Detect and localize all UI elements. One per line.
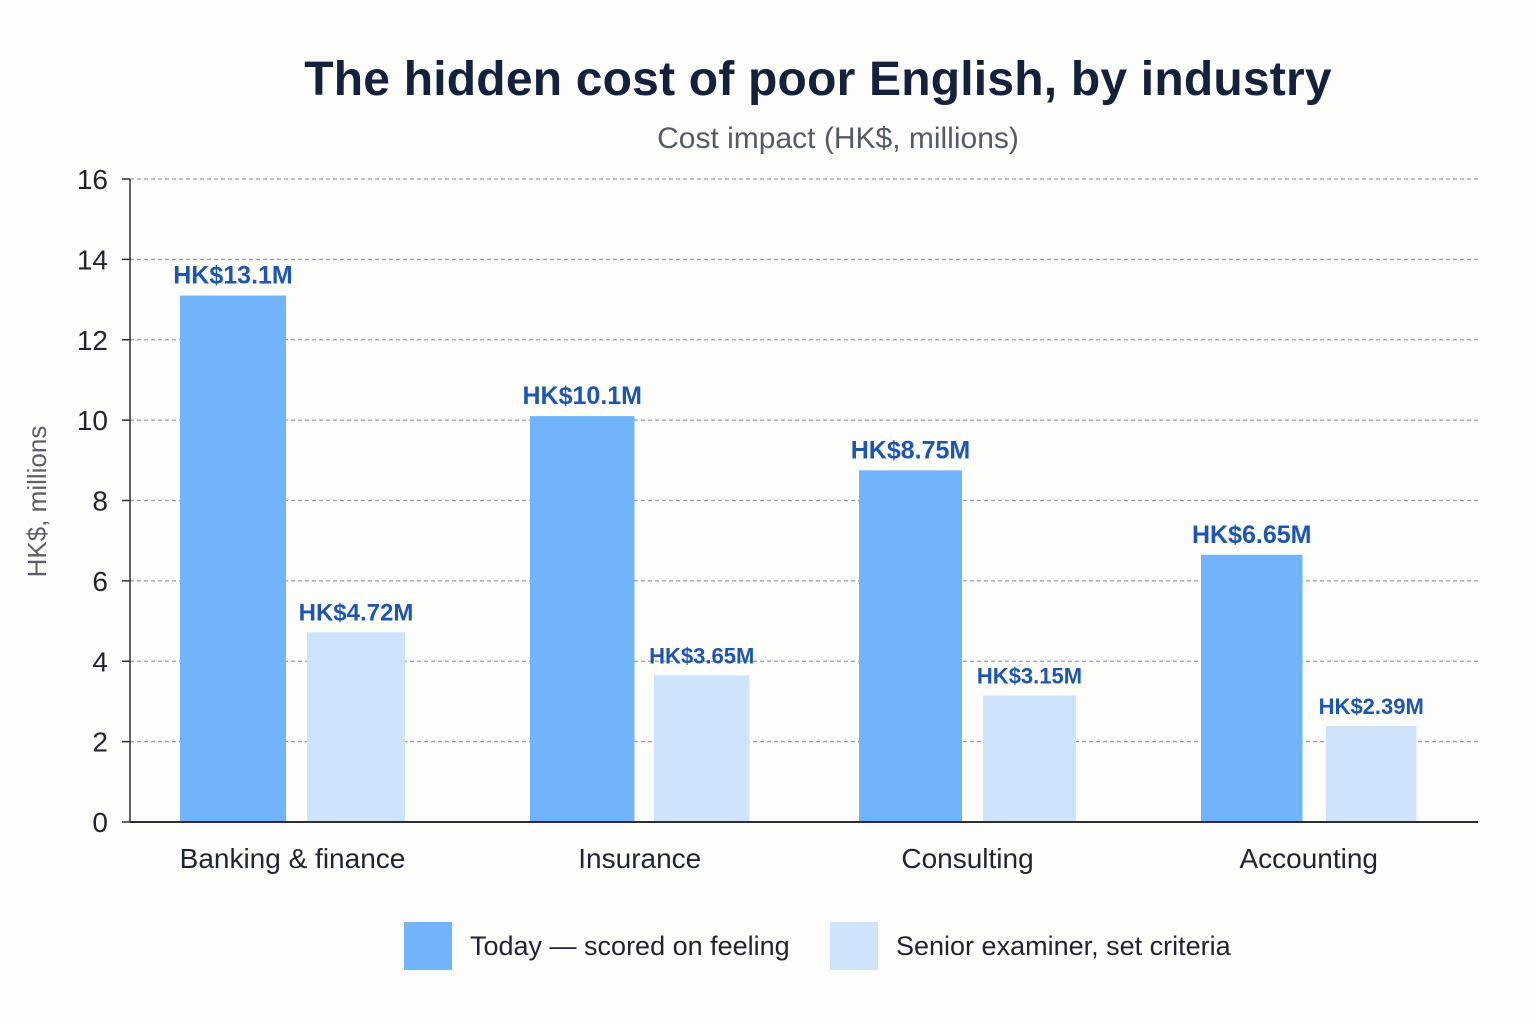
legend-swatch-today	[404, 922, 452, 970]
axes: 0 2 4 6 8 10 12 14 16 HK$, millions	[22, 164, 1478, 838]
data-label-0-1: HK$10.1M	[523, 382, 643, 410]
ytick-label-14: 14	[77, 244, 108, 275]
xtick-label-2: Consulting	[901, 843, 1033, 874]
ytick-label-12: 12	[77, 325, 108, 356]
legend-item-today: Today — scored on feeling	[404, 922, 790, 970]
bar-1-3	[1326, 725, 1417, 822]
data-label-0-3: HK$6.65M	[1192, 521, 1312, 549]
bar-1-0	[307, 632, 405, 822]
data-label-1-1: HK$3.65M	[649, 643, 754, 668]
bars	[180, 295, 1417, 822]
xtick-label-3: Accounting	[1239, 843, 1378, 874]
ytick-label-0: 0	[92, 807, 108, 838]
bar-0-0	[180, 295, 286, 822]
ytick-label-8: 8	[92, 486, 108, 517]
data-label-1-3: HK$2.39M	[1319, 694, 1424, 719]
ytick-label-10: 10	[77, 405, 108, 436]
xtick-label-1: Insurance	[578, 843, 701, 874]
xtick-label-0: Banking & finance	[180, 843, 406, 874]
legend-label-senior-examiner: Senior examiner, set criteria	[896, 930, 1231, 961]
bar-0-2	[859, 470, 962, 822]
bar-1-1	[654, 675, 750, 822]
ytick-label-16: 16	[77, 164, 108, 195]
bar-1-2	[983, 695, 1076, 822]
chart-subtitle: Cost impact (HK$, millions)	[657, 122, 1019, 155]
ytick-label-6: 6	[92, 566, 108, 597]
legend-swatch-senior-examiner	[830, 922, 878, 970]
bar-0-1	[530, 416, 635, 822]
grid-lines	[130, 178, 1478, 743]
data-label-1-2: HK$3.15M	[977, 663, 1082, 688]
legend-item-senior-examiner: Senior examiner, set criteria	[830, 922, 1231, 970]
data-label-1-0: HK$4.72M	[299, 599, 414, 626]
data-label-0-2: HK$8.75M	[851, 436, 971, 464]
chart-title: The hidden cost of poor English, by indu…	[304, 53, 1332, 106]
ytick-label-2: 2	[92, 727, 108, 758]
data-label-0-0: HK$13.1M	[173, 262, 293, 290]
legend: Today — scored on feeling Senior examine…	[0, 922, 1536, 970]
labels: HK$13.1M HK$4.72M Banking & finance HK$10.1…	[173, 262, 1424, 874]
legend-label-today: Today — scored on feeling	[470, 930, 790, 961]
bar-0-3	[1201, 554, 1303, 822]
ytick-label-4: 4	[92, 646, 108, 677]
bar-chart: 0 2 4 6 8 10 12 14 16 HK$, millions HK$13.1M HK$4.…	[22, 164, 1478, 874]
y-axis-label: HK$, millions	[22, 426, 52, 578]
